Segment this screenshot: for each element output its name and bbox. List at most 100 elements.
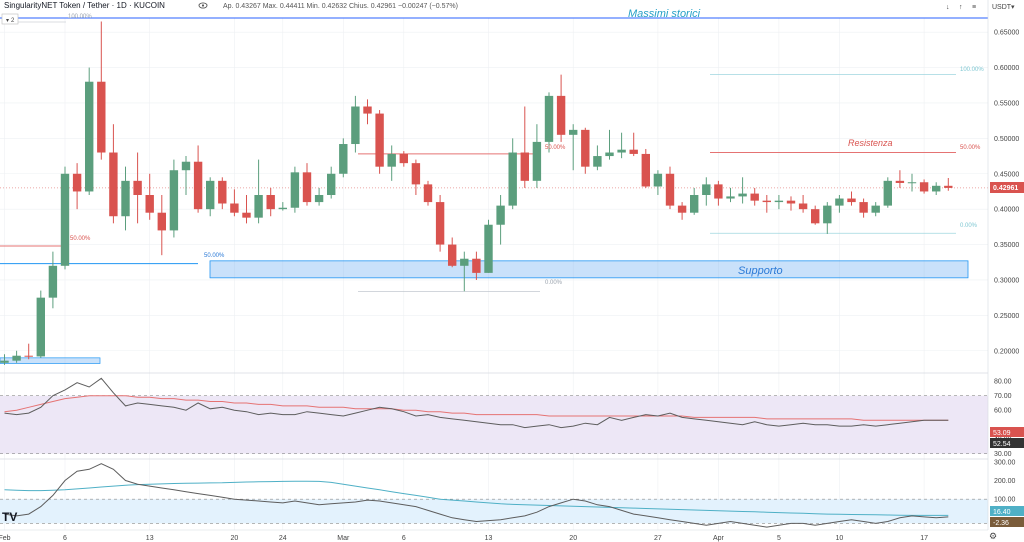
osc2-tick-label: 200.00: [994, 478, 1016, 485]
time-tick-label: 5: [777, 535, 781, 542]
candle-body: [569, 129, 578, 135]
fib-50-mid-label: 50.00%: [545, 145, 566, 151]
indicator-count-badge[interactable]: ▾ 2: [1, 13, 19, 25]
candle-body: [375, 113, 384, 167]
candle-body: [895, 180, 905, 183]
fib-50-left-blue-label: 50.00%: [204, 253, 225, 259]
candle-body: [351, 106, 360, 145]
osc2-tick-label: 100.00: [994, 497, 1016, 504]
eye-icon[interactable]: [198, 2, 208, 9]
candle-body: [399, 153, 408, 164]
osc2-value-tag-b: -2.36: [990, 517, 1024, 527]
candle-body: [750, 193, 759, 201]
candle-body: [932, 185, 941, 192]
candle-body: [24, 355, 33, 357]
last-price-tag: 0.42961: [990, 182, 1024, 193]
time-tick-label: 6: [63, 535, 67, 542]
candle-body: [714, 184, 723, 199]
time-tick-label: 20: [569, 535, 577, 542]
time-axis[interactable]: Feb 6 13 20 24 Mar 6 13 20 27 Apr 5 10 17: [0, 529, 988, 542]
candle-body: [435, 202, 445, 245]
candle-body: [774, 200, 784, 203]
support-zone[interactable]: [209, 260, 969, 279]
candle-body: [641, 153, 650, 187]
resistance-label: Resistenza: [848, 138, 893, 148]
price-axis[interactable]: 0.65000 0.60000 0.55000 0.50000 0.45000 0.400…: [987, 0, 1024, 542]
osc1-tick-label: 60.00: [994, 408, 1012, 415]
candle-body: [363, 106, 372, 114]
osc2-value-tag-a: 16.40: [990, 506, 1024, 516]
candle-body: [181, 161, 191, 171]
candle-body: [786, 200, 796, 204]
time-tick-label: Feb: [0, 535, 11, 542]
fib-0-right-label: 0.00%: [960, 223, 978, 229]
candle-body: [871, 205, 880, 213]
candle-body: [762, 200, 771, 203]
candle-body: [230, 203, 239, 213]
upload-icon[interactable]: ↑: [959, 4, 963, 11]
candle-body: [702, 184, 711, 195]
price-tick-label: 0.25000: [994, 313, 1019, 320]
price-axis-bg: [988, 0, 1024, 542]
candle-body: [677, 205, 687, 213]
price-tick-label: 0.50000: [994, 136, 1019, 143]
oscillator-1-pane: [0, 372, 1024, 454]
candle-body: [532, 141, 542, 181]
candle-body: [327, 173, 336, 195]
candle-body: [339, 144, 348, 174]
time-tick-label: Apr: [713, 535, 725, 542]
candle-body: [520, 152, 529, 181]
candle-body: [97, 81, 106, 153]
price-tick-label: 0.55000: [994, 100, 1019, 107]
candle-body: [496, 205, 505, 225]
price-tick-label: 0.45000: [994, 171, 1019, 178]
candle-body: [278, 207, 287, 210]
time-tick-label: 17: [920, 535, 928, 542]
candle-body: [290, 172, 300, 208]
price-tick-label: 0.35000: [994, 242, 1019, 249]
candle-body: [0, 360, 9, 363]
price-tick-label: 0.20000: [994, 348, 1019, 355]
symbol-title: SingularityNET Token / Tether · 1D · KUC…: [4, 1, 165, 10]
candle-body: [60, 173, 70, 266]
candle-body: [617, 149, 626, 153]
osc1-tick-label: 70.00: [994, 393, 1012, 400]
svg-text:2: 2: [11, 18, 15, 24]
currency-label[interactable]: USDT: [992, 4, 1012, 11]
menu-icon[interactable]: ≡: [972, 4, 976, 11]
candle-body: [484, 224, 493, 273]
fib-100-right-label: 100.00%: [960, 67, 984, 73]
candle-body: [423, 184, 433, 203]
time-tick-label: 13: [146, 535, 154, 542]
svg-text:52.54: 52.54: [993, 441, 1011, 448]
tradingview-logo-icon: TV: [2, 510, 17, 524]
osc1-value-tag-b: 52.54: [990, 438, 1024, 448]
candle-body: [193, 161, 203, 210]
candle-body: [218, 180, 227, 204]
settings-gear-icon[interactable]: ⚙: [989, 531, 997, 541]
candle-body: [36, 297, 45, 357]
osc1-signal-line: [4, 395, 949, 421]
candle-body: [85, 81, 94, 192]
currency-chevron-icon: ▾: [1011, 4, 1015, 11]
time-tick-label: 24: [279, 535, 287, 542]
osc1-tick-label: 80.00: [994, 379, 1012, 386]
osc2-main-line: [4, 463, 949, 528]
time-tick-label: 20: [231, 535, 239, 542]
candle-body: [314, 195, 324, 203]
candle-body: [169, 170, 179, 231]
candle-body: [157, 212, 166, 231]
chart-levels: [0, 17, 988, 364]
support-box-left: [0, 357, 101, 364]
fib-50-left-label: 50.00%: [70, 236, 91, 242]
fib-0-mid-label: 0.00%: [545, 280, 563, 286]
candle-body: [738, 193, 747, 197]
download-icon[interactable]: ↓: [946, 4, 950, 11]
candle-body: [847, 198, 856, 203]
price-tick-label: 0.40000: [994, 207, 1019, 214]
svg-text:-2.36: -2.36: [993, 520, 1009, 527]
candle-body: [581, 129, 590, 167]
candle-body: [411, 163, 421, 185]
candle-body: [12, 355, 21, 361]
